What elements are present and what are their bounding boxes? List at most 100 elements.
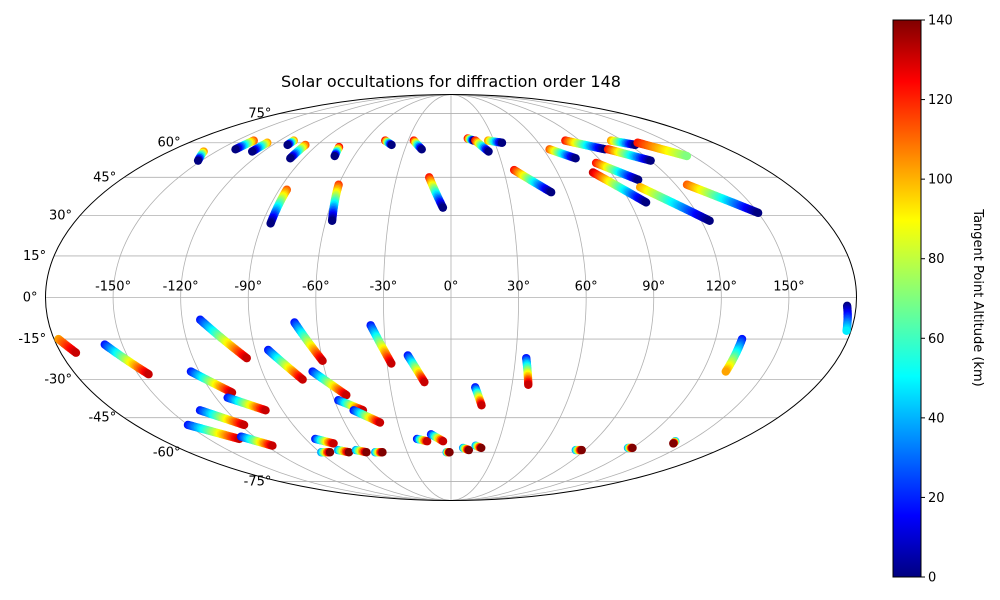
occultation-track: [317, 448, 335, 457]
data-point: [571, 154, 580, 163]
occultation-track: [635, 183, 714, 225]
data-point: [445, 448, 454, 457]
data-point: [417, 145, 426, 154]
colorbar-tick-label: 120: [928, 93, 953, 108]
occultation-track: [195, 406, 249, 430]
data-point: [298, 375, 307, 384]
occultation-track: [327, 180, 343, 225]
occultation-track: [264, 345, 307, 384]
data-point: [283, 140, 292, 150]
occultation-track: [366, 321, 396, 368]
occultation-track: [403, 351, 429, 387]
data-point: [705, 216, 714, 225]
occultation-track: [54, 334, 81, 357]
data-point: [330, 151, 339, 161]
colorbar-ticks: 0 20 40 60 80 100 120 140: [921, 14, 953, 586]
data-point: [633, 175, 643, 184]
lon-tick-label: 0°: [444, 280, 459, 295]
occultation-track: [545, 145, 580, 163]
lat-tick-label: -60°: [153, 445, 181, 460]
data-point: [546, 188, 556, 197]
colorbar-gradient: [892, 19, 922, 578]
data-point: [378, 448, 387, 457]
occultation-track: [458, 443, 474, 455]
data-point: [71, 348, 81, 357]
lat-tick-label: -30°: [44, 373, 72, 388]
data-point: [193, 156, 203, 165]
data-point: [329, 439, 338, 448]
occultation-track: [308, 367, 351, 400]
colorbar-tick-label: 20: [928, 491, 945, 506]
data-point: [387, 359, 396, 368]
occultation-track: [311, 434, 338, 448]
lon-tick-label: 90°: [642, 280, 665, 295]
longitude-tick-labels: -150° -120° -90° -60° -30° 0° 30° 60° 90° 120° 150…: [95, 280, 805, 295]
data-point: [420, 377, 429, 387]
occultation-track: [231, 136, 258, 154]
occultation-tracks: [54, 134, 852, 457]
occultation-track: [333, 445, 354, 457]
latitude-tick-labels: -75° -60° -45° -30° -15° 0° 15° 30° 45° 60° 75°: [18, 107, 271, 490]
occultation-track: [351, 445, 371, 457]
occultation-track: [721, 334, 747, 376]
lon-tick-label: 150°: [773, 280, 804, 295]
colorbar-tick-label: 100: [928, 173, 953, 188]
occultation-track: [412, 434, 432, 446]
data-point: [438, 437, 448, 446]
occultation-track: [286, 140, 310, 163]
lat-tick-label: -75°: [244, 474, 272, 489]
occultation-track: [588, 168, 651, 207]
occultation-track: [522, 353, 533, 389]
occultation-track: [330, 142, 344, 161]
lon-tick-label: -120°: [163, 280, 199, 295]
occultation-track: [236, 432, 277, 450]
data-point: [375, 418, 385, 427]
data-point: [477, 443, 486, 453]
occultation-track: [842, 301, 852, 335]
data-point: [342, 390, 351, 400]
data-point: [266, 219, 275, 228]
data-point: [325, 448, 335, 457]
map-boundary: [45, 94, 857, 501]
occultation-track: [223, 393, 270, 415]
colorbar-tick-label: 60: [928, 332, 945, 347]
data-point: [144, 370, 153, 379]
data-point: [242, 353, 251, 363]
occultation-track: [100, 340, 153, 379]
occultation-track: [633, 138, 692, 161]
data-point: [286, 154, 295, 163]
colorbar-tick-label: 0: [928, 571, 936, 586]
lon-tick-label: 120°: [706, 280, 737, 295]
colorbar: 0 20 40 60 80 100 120 140 Tangent Point Altitud…: [892, 14, 985, 586]
chart-title: Solar occultations for diffraction order…: [281, 72, 621, 91]
data-point: [628, 443, 637, 453]
occultation-track: [426, 430, 448, 446]
occultation-track: [381, 136, 396, 150]
lat-tick-label: 60°: [158, 136, 181, 151]
data-point: [641, 198, 651, 207]
occultation-track: [669, 437, 680, 448]
data-point: [231, 145, 240, 154]
data-point: [268, 441, 277, 450]
lon-tick-label: 60°: [575, 280, 598, 295]
lon-tick-label: -90°: [234, 280, 262, 295]
lat-tick-label: 0°: [23, 291, 38, 306]
data-point: [387, 140, 396, 150]
occultation-track: [196, 315, 251, 363]
lat-tick-label: -45°: [88, 411, 116, 426]
lat-tick-label: 45°: [93, 170, 116, 185]
occultation-track: [442, 448, 454, 457]
data-point: [464, 445, 474, 455]
data-point: [682, 151, 692, 161]
occultation-track: [409, 136, 426, 154]
occultation-track: [623, 443, 637, 453]
data-point: [438, 203, 448, 212]
occultation-track: [349, 406, 385, 427]
data-point: [497, 138, 507, 147]
data-point: [344, 448, 354, 457]
occultation-track: [483, 136, 507, 147]
data-point: [261, 406, 270, 415]
data-point: [524, 380, 533, 389]
lon-tick-label: 30°: [507, 280, 530, 295]
colorbar-tick-label: 140: [928, 14, 953, 29]
